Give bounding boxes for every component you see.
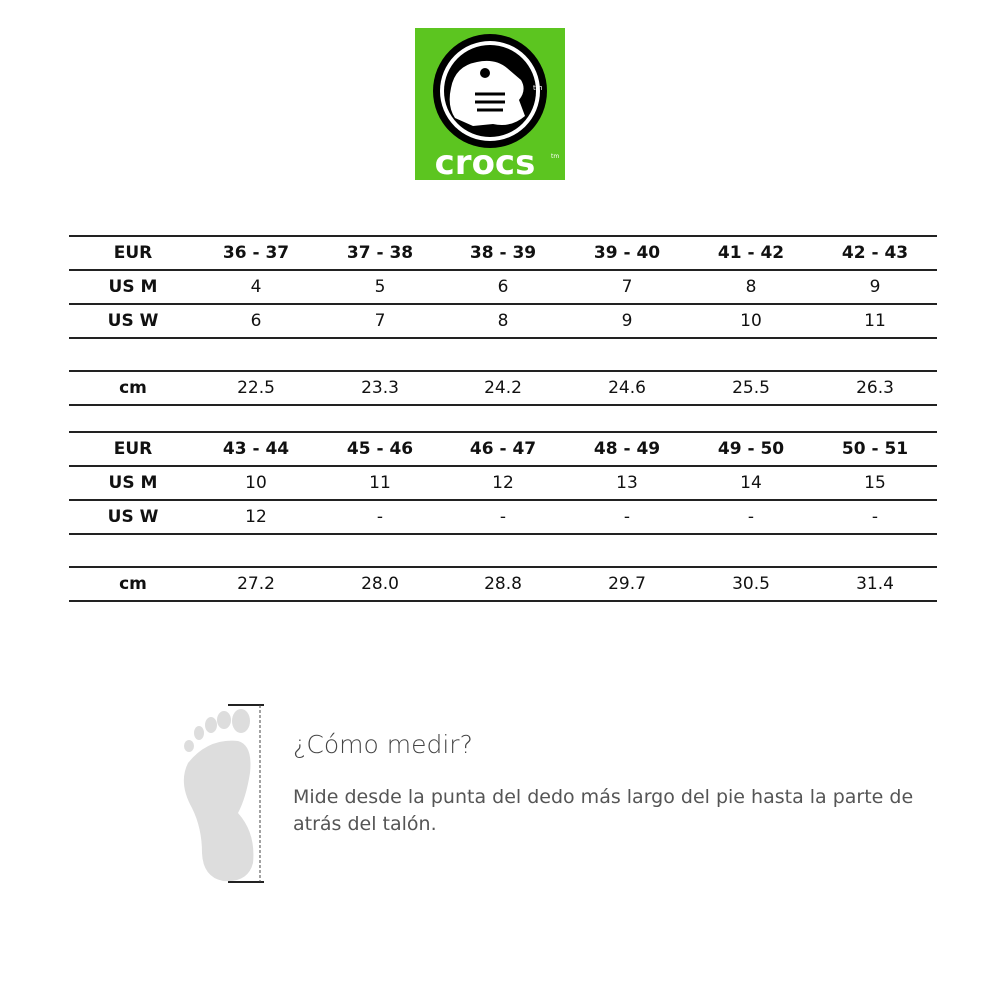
table-cell: 7 [621, 277, 633, 297]
table-row: cm 27.2 28.0 28.8 29.7 30.5 31.4 [69, 566, 937, 602]
svg-text:tm: tm [551, 153, 559, 160]
svg-text:crocs: crocs [435, 143, 536, 180]
table-cell: 38 - 39 [469, 243, 537, 263]
table-cell: 28.8 [484, 574, 522, 594]
table-cell: 49 - 50 [717, 439, 785, 459]
row-label: EUR [113, 243, 153, 263]
table-cell: 4 [250, 277, 262, 297]
row-label: cm [119, 574, 147, 594]
table-cell: - [499, 507, 507, 527]
table-cell: 8 [497, 311, 509, 331]
row-label: US M [108, 473, 158, 493]
table-row: US W 6 7 8 9 10 11 [69, 303, 937, 337]
table-cell: 14 [740, 473, 762, 493]
table-cell: 39 - 40 [593, 243, 661, 263]
table-cell: 12 [245, 507, 267, 527]
table-cell: 6 [497, 277, 509, 297]
table-row: US W 12 - - - - - [69, 499, 937, 533]
row-label: EUR [113, 439, 153, 459]
table-cell: 48 - 49 [593, 439, 661, 459]
table-cell: 46 - 47 [469, 439, 537, 459]
foot-icon [168, 703, 268, 889]
table-cell: 15 [864, 473, 886, 493]
table-cell: 12 [492, 473, 514, 493]
table-cell: 25.5 [732, 378, 770, 398]
table-cell: 45 - 46 [346, 439, 414, 459]
howto-text: Mide desde la punta del dedo más largo d… [293, 786, 914, 835]
svg-text:tm: tm [533, 84, 543, 92]
table-cell: 50 - 51 [841, 439, 909, 459]
row-label: cm [119, 378, 147, 398]
table-cell: 9 [869, 277, 881, 297]
table-cell: 9 [621, 311, 633, 331]
table-cell: 23.3 [361, 378, 399, 398]
size-table-2: EUR 43 - 44 45 - 46 46 - 47 48 - 49 49 - 50 50… [69, 431, 937, 602]
table-row: cm 22.5 23.3 24.2 24.6 25.5 26.3 [69, 370, 937, 406]
table-cell: 27.2 [237, 574, 275, 594]
table-cell: 11 [864, 311, 886, 331]
table-cell: 43 - 44 [222, 439, 290, 459]
table-row: EUR 36 - 37 37 - 38 38 - 39 39 - 40 41 - 42 42… [69, 235, 937, 269]
table-cell: - [871, 507, 879, 527]
table-cell: 22.5 [237, 378, 275, 398]
table-cell: 5 [374, 277, 386, 297]
table-row: US M 10 11 12 13 14 15 [69, 465, 937, 499]
table-cell: 36 - 37 [222, 243, 290, 263]
table-row: US M 4 5 6 7 8 9 [69, 269, 937, 303]
table-cell: - [747, 507, 755, 527]
table-cell: - [623, 507, 631, 527]
row-label: US W [107, 507, 159, 527]
table-cell: 29.7 [608, 574, 646, 594]
table-cell: - [376, 507, 384, 527]
table-cell: 24.2 [484, 378, 522, 398]
table-cell: 28.0 [361, 574, 399, 594]
table-cell: 6 [250, 311, 262, 331]
spacer-row [69, 533, 937, 566]
table-cell: 10 [245, 473, 267, 493]
table-cell: 26.3 [856, 378, 894, 398]
row-label: US W [107, 311, 159, 331]
table-cell: 13 [616, 473, 638, 493]
size-table-1: EUR 36 - 37 37 - 38 38 - 39 39 - 40 41 - 42 42… [69, 235, 937, 406]
table-cell: 8 [745, 277, 757, 297]
table-row: EUR 43 - 44 45 - 46 46 - 47 48 - 49 49 - 50 50… [69, 431, 937, 465]
table-cell: 41 - 42 [717, 243, 785, 263]
table-cell: 42 - 43 [841, 243, 909, 263]
table-cell: 7 [374, 311, 386, 331]
table-cell: 24.6 [608, 378, 646, 398]
table-cell: 11 [369, 473, 391, 493]
row-label: US M [108, 277, 158, 297]
table-cell: 30.5 [732, 574, 770, 594]
howto-title: ¿Cómo medir? [293, 730, 473, 759]
table-cell: 10 [740, 311, 762, 331]
table-cell: 37 - 38 [346, 243, 414, 263]
crocs-logo: tm crocs tm [415, 28, 565, 180]
spacer-row [69, 337, 937, 370]
table-cell: 31.4 [856, 574, 894, 594]
